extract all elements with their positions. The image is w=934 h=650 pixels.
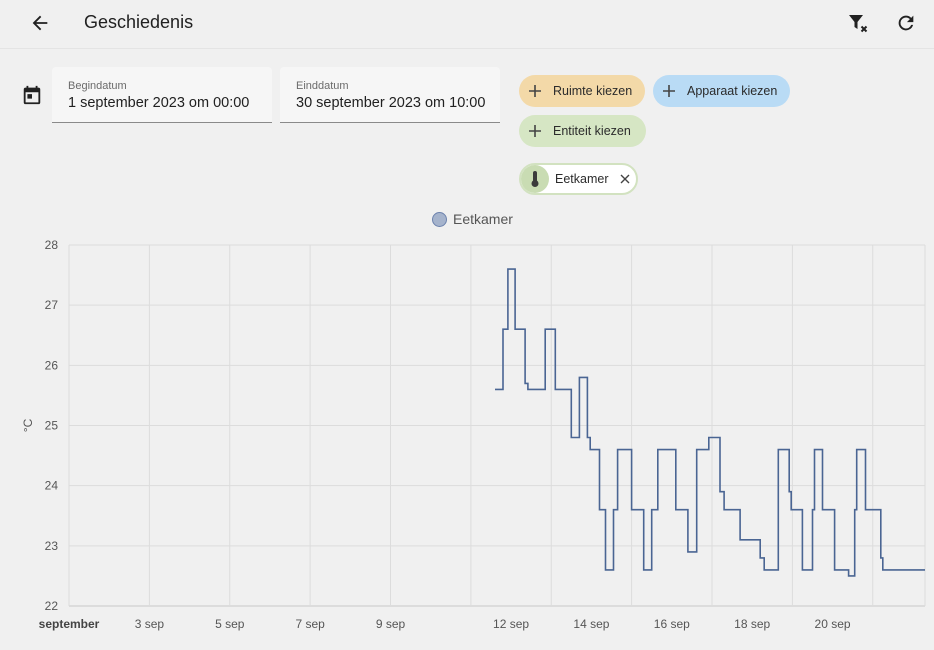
x-tick-label: 5 sep — [215, 617, 245, 631]
page-title: Geschiedenis — [84, 12, 194, 32]
header-divider — [0, 48, 934, 49]
choose-entity-label: Entiteit kiezen — [553, 124, 631, 138]
selected-entity-name: Eetkamer — [555, 172, 609, 186]
selected-entity-chip[interactable]: Eetkamer — [519, 163, 638, 195]
top-app-bar: Geschiedenis — [0, 0, 934, 48]
choose-device-button[interactable]: Apparaat kiezen — [653, 75, 790, 107]
legend-swatch — [432, 211, 447, 227]
back-button[interactable] — [22, 5, 58, 41]
start-date-value: 1 september 2023 om 00:00 — [68, 95, 250, 111]
close-icon — [620, 174, 629, 184]
y-tick-label: 28 — [45, 238, 59, 252]
y-tick-label: 22 — [45, 599, 59, 613]
series-line-eetkamer — [495, 268, 925, 577]
start-date-label: Begindatum — [68, 80, 127, 92]
history-chart: 22 23 24 25 26 27 28 september 3 sep 5 sep 7 sep 9 … — [21, 238, 926, 631]
refresh-icon — [898, 15, 914, 31]
x-tick-label: september — [39, 617, 100, 631]
bottom-edge — [0, 646, 934, 650]
chart-legend-item[interactable]: Eetkamer — [432, 211, 513, 227]
x-tick-label: 14 sep — [573, 617, 609, 631]
choose-room-button[interactable]: Ruimte kiezen — [519, 75, 645, 107]
plus-icon — [525, 81, 545, 101]
refresh-button[interactable] — [888, 5, 924, 41]
x-tick-label: 7 sep — [295, 617, 325, 631]
y-tick-label: 23 — [45, 539, 59, 553]
end-date-field[interactable]: Einddatum 30 september 2023 om 10:00 — [280, 67, 500, 123]
y-axis-label: °C — [21, 418, 35, 432]
end-date-value: 30 september 2023 om 10:00 — [296, 95, 486, 111]
thermometer-icon — [521, 165, 549, 193]
remove-entity-button[interactable] — [618, 172, 632, 186]
x-tick-label: 18 sep — [734, 617, 770, 631]
arrow-left-icon — [32, 15, 48, 31]
start-date-field[interactable]: Begindatum 1 september 2023 om 00:00 — [52, 67, 272, 123]
calendar-button[interactable] — [14, 77, 50, 113]
x-tick-label: 16 sep — [654, 617, 690, 631]
plus-icon — [525, 121, 545, 141]
choose-room-label: Ruimte kiezen — [553, 84, 633, 98]
choose-entity-button[interactable]: Entiteit kiezen — [519, 115, 646, 147]
choose-device-label: Apparaat kiezen — [687, 84, 778, 98]
plus-icon — [659, 81, 679, 101]
y-tick-label: 24 — [45, 479, 59, 493]
calendar-icon — [23, 85, 41, 105]
legend-label: Eetkamer — [453, 211, 513, 227]
y-tick-label: 25 — [45, 419, 59, 433]
x-tick-label: 12 sep — [493, 617, 529, 631]
y-tick-label: 26 — [45, 358, 59, 372]
x-tick-label: 3 sep — [135, 617, 165, 631]
filter-remove-icon — [849, 15, 868, 33]
clear-filter-button[interactable] — [840, 5, 876, 41]
x-tick-label: 20 sep — [815, 617, 851, 631]
y-tick-label: 27 — [45, 298, 59, 312]
end-date-label: Einddatum — [296, 80, 349, 92]
x-tick-label: 9 sep — [376, 617, 406, 631]
